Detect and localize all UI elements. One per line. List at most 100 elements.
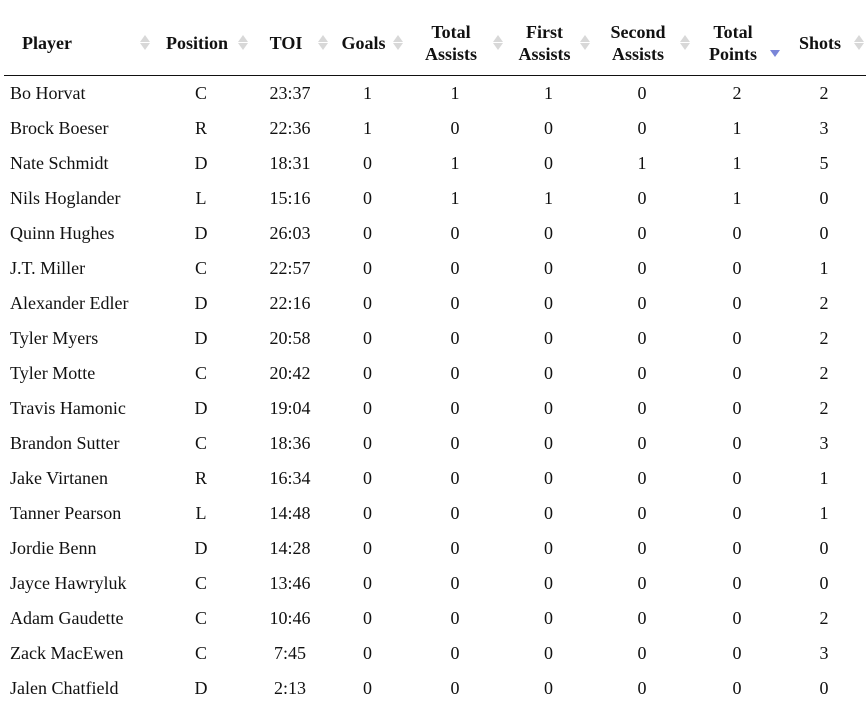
cell-second-assists: 0 [637, 188, 647, 208]
cell-first-assists: 0 [544, 433, 553, 453]
cell-toi: 14:28 [269, 538, 311, 558]
cell-player: Brandon Sutter [10, 433, 120, 453]
cell-shots: 0 [819, 678, 829, 698]
column-header-position[interactable]: Position [152, 10, 250, 76]
cell-toi: 18:31 [269, 153, 311, 173]
sort-icon[interactable] [318, 34, 328, 52]
cell-player: Jayce Hawryluk [10, 573, 127, 593]
cell-total-points: 0 [732, 538, 742, 558]
sort-icon[interactable] [680, 34, 690, 52]
cell-total-assists: 0 [450, 328, 460, 348]
sort-icon[interactable] [493, 34, 503, 52]
cell-goals: 0 [363, 258, 372, 278]
cell-first-assists: 0 [544, 153, 553, 173]
table-row: Brock Boeser R 22:36 1 0 0 0 1 3 [4, 111, 866, 146]
cell-player: Jake Virtanen [10, 468, 109, 488]
cell-second-assists: 0 [637, 118, 647, 138]
cell-position: D [194, 398, 208, 418]
cell-first-assists: 0 [544, 643, 553, 663]
cell-shots: 3 [819, 118, 829, 138]
cell-second-assists: 0 [637, 538, 647, 558]
table-row: Nils Hoglander L 15:16 0 1 1 0 1 0 [4, 181, 866, 216]
column-label: TOI [269, 32, 303, 53]
sort-icon[interactable] [238, 34, 248, 52]
cell-total-points: 0 [732, 608, 742, 628]
cell-total-points: 0 [732, 328, 742, 348]
cell-second-assists: 0 [637, 433, 647, 453]
cell-goals: 0 [363, 678, 372, 698]
sort-icon[interactable] [580, 34, 590, 52]
cell-goals: 1 [363, 118, 372, 138]
cell-first-assists: 0 [544, 328, 553, 348]
cell-shots: 0 [819, 573, 829, 593]
cell-first-assists: 0 [544, 398, 553, 418]
cell-player: Travis Hamonic [10, 398, 126, 418]
cell-shots: 1 [819, 503, 829, 523]
column-header-second-assists[interactable]: Second Assists [592, 10, 692, 76]
cell-total-points: 0 [732, 433, 742, 453]
column-label: Position [165, 32, 228, 53]
cell-shots: 2 [819, 328, 829, 348]
cell-position: C [194, 573, 207, 593]
cell-goals: 0 [363, 328, 372, 348]
cell-goals: 0 [363, 538, 372, 558]
table-row: Jordie Benn D 14:28 0 0 0 0 0 0 [4, 531, 866, 566]
cell-total-assists: 0 [450, 503, 460, 523]
cell-total-points: 0 [732, 643, 742, 663]
cell-second-assists: 0 [637, 363, 647, 383]
cell-toi: 13:46 [269, 573, 311, 593]
sort-descending-icon[interactable] [770, 41, 780, 59]
cell-shots: 0 [819, 538, 829, 558]
cell-goals: 0 [363, 188, 372, 208]
cell-toi: 19:04 [269, 398, 311, 418]
cell-second-assists: 0 [637, 83, 647, 103]
cell-toi: 10:46 [269, 608, 311, 628]
header-row: Player Position TOI Goals Total Assists First… [4, 10, 866, 76]
column-label: Shots [798, 32, 842, 53]
cell-second-assists: 0 [637, 258, 647, 278]
cell-goals: 0 [363, 503, 372, 523]
cell-shots: 5 [819, 153, 829, 173]
cell-second-assists: 0 [637, 293, 647, 313]
cell-player: Jalen Chatfield [10, 678, 119, 698]
cell-player: Brock Boeser [10, 118, 109, 138]
cell-toi: 15:16 [269, 188, 311, 208]
column-header-total-points[interactable]: Total Points [692, 10, 782, 76]
column-label: Second Assists [610, 21, 666, 64]
table-row: Alexander Edler D 22:16 0 0 0 0 0 2 [4, 286, 866, 321]
cell-goals: 0 [363, 433, 372, 453]
cell-second-assists: 0 [637, 468, 647, 488]
column-header-goals[interactable]: Goals [330, 10, 405, 76]
column-label: Total Assists [424, 21, 477, 64]
cell-toi: 23:37 [269, 83, 311, 103]
cell-first-assists: 1 [544, 83, 553, 103]
cell-total-assists: 0 [450, 398, 460, 418]
cell-first-assists: 0 [544, 223, 553, 243]
cell-total-assists: 0 [450, 293, 460, 313]
column-header-first-assists[interactable]: First Assists [505, 10, 592, 76]
cell-total-assists: 1 [450, 83, 460, 103]
cell-second-assists: 0 [637, 608, 647, 628]
cell-position: D [194, 678, 208, 698]
cell-player: Bo Horvat [10, 83, 86, 103]
sort-icon[interactable] [854, 34, 864, 52]
column-label: Player [22, 32, 72, 53]
cell-shots: 3 [819, 643, 829, 663]
cell-shots: 1 [819, 468, 829, 488]
column-header-shots[interactable]: Shots [782, 10, 866, 76]
cell-position: C [194, 433, 207, 453]
column-header-total-assists[interactable]: Total Assists [405, 10, 505, 76]
column-header-toi[interactable]: TOI [250, 10, 330, 76]
cell-goals: 0 [363, 608, 372, 628]
cell-toi: 20:58 [269, 328, 311, 348]
column-header-player[interactable]: Player [4, 10, 152, 76]
cell-position: D [194, 223, 208, 243]
cell-second-assists: 0 [637, 503, 647, 523]
cell-total-points: 0 [732, 398, 742, 418]
cell-player: Quinn Hughes [10, 223, 115, 243]
cell-toi: 14:48 [269, 503, 311, 523]
table-row: Nate Schmidt D 18:31 0 1 0 1 1 5 [4, 146, 866, 181]
sort-icon[interactable] [393, 34, 403, 52]
cell-goals: 0 [363, 398, 372, 418]
sort-icon[interactable] [140, 34, 150, 52]
